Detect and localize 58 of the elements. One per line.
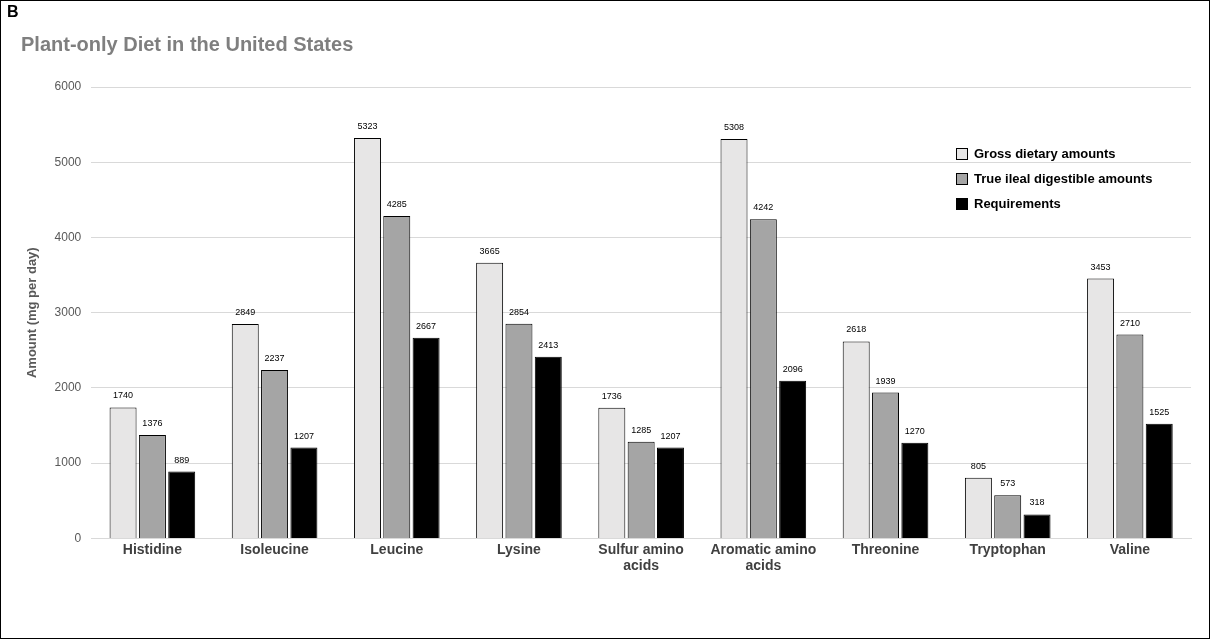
- data-label: 2849: [235, 307, 256, 318]
- x-tick-label: Tryptophan: [969, 540, 1046, 557]
- data-label: 1525: [1149, 406, 1170, 417]
- bar: [901, 442, 929, 538]
- x-tick-label: Isoleucine: [240, 540, 310, 557]
- data-label: 4242: [753, 202, 774, 213]
- y-tick-label: 6000: [54, 79, 82, 94]
- data-label: 4285: [386, 199, 407, 210]
- x-tick-label: Threonine: [851, 540, 920, 557]
- bar: [168, 471, 196, 538]
- data-label: 1939: [875, 375, 896, 386]
- data-label: 3453: [1090, 261, 1111, 272]
- bar: [412, 337, 440, 538]
- data-label: 1207: [293, 430, 314, 441]
- y-tick-label: 1000: [54, 455, 82, 470]
- legend-label: True ileal digestible amounts: [974, 171, 1153, 186]
- x-tick-label: Leucine: [370, 540, 424, 557]
- data-label: 2618: [846, 324, 867, 335]
- data-label: 889: [174, 454, 190, 465]
- data-label: 1740: [113, 390, 134, 401]
- y-axis-title: Amount (mg per day): [24, 247, 40, 379]
- data-label: 2710: [1119, 317, 1140, 328]
- y-tick-label: 5000: [54, 154, 82, 169]
- data-label: 2096: [782, 363, 803, 374]
- x-tick-label: Histidine: [122, 540, 183, 557]
- data-label: 318: [1029, 497, 1045, 508]
- x-tick-label: Aromatic amino acids: [710, 540, 817, 574]
- data-label: 1736: [601, 390, 622, 401]
- data-label: 2413: [538, 339, 559, 350]
- text: B: [7, 3, 19, 21]
- data-label: 2854: [508, 306, 529, 317]
- data-label: 1270: [904, 425, 925, 436]
- bar: [1023, 514, 1051, 538]
- data-label: 805: [970, 460, 986, 471]
- legend-label: Requirements: [974, 196, 1061, 211]
- data-label: 5308: [724, 122, 745, 133]
- data-label: 1207: [660, 430, 681, 441]
- data-label: 2667: [416, 320, 437, 331]
- data-label: 573: [1000, 478, 1016, 489]
- bar: [1145, 423, 1173, 538]
- x-tick-label: Valine: [1109, 540, 1151, 557]
- y-tick-label: 0: [74, 530, 82, 545]
- data-label: 1285: [631, 424, 652, 435]
- data-label: 2237: [264, 353, 285, 364]
- data-label: 3665: [479, 245, 500, 256]
- y-tick-label: 3000: [54, 305, 82, 320]
- legend-label: Gross dietary amounts: [974, 146, 1116, 161]
- bar: [290, 447, 318, 538]
- x-tick-label: Sulfur amino acids: [598, 540, 684, 574]
- y-tick-label: 4000: [54, 229, 82, 244]
- data-label: 1376: [142, 417, 163, 428]
- chart-title: Plant-only Diet in the United States: [21, 32, 354, 55]
- bar: [534, 356, 562, 538]
- data-label: 5323: [357, 120, 378, 131]
- y-tick-label: 2000: [54, 380, 82, 395]
- bar: [779, 380, 807, 538]
- x-tick-label: Lysine: [497, 540, 542, 557]
- bar: [656, 447, 684, 538]
